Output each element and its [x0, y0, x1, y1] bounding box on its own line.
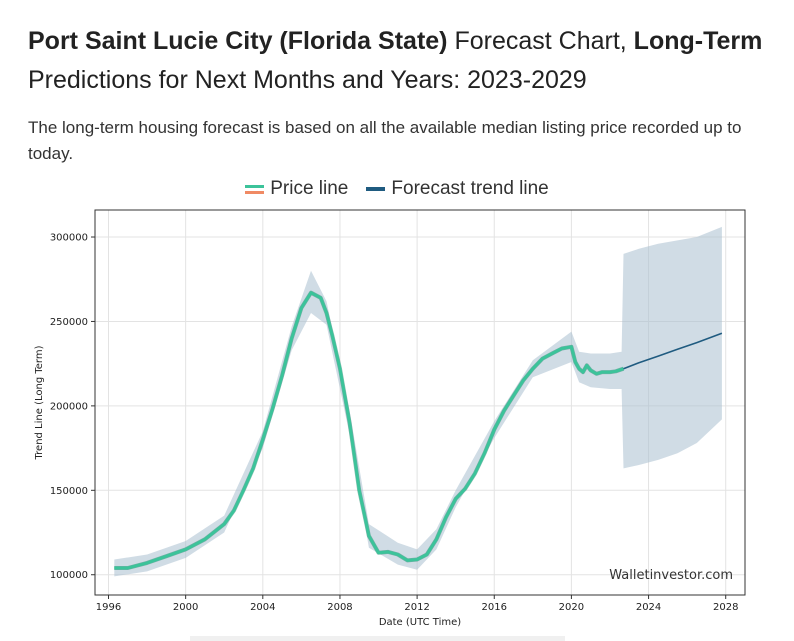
x-axis-label: Date (UTC Time) [379, 617, 461, 628]
y-tick-label-300000: 300000 [50, 233, 88, 244]
x-tick-label-2000: 2000 [173, 602, 198, 613]
title-text-1: Forecast Chart, [447, 27, 634, 55]
x-tick-label-2008: 2008 [327, 602, 352, 613]
title-city: Port Saint Lucie City (Florida State) [28, 27, 448, 55]
title-long-term: Long-Term [633, 27, 763, 55]
x-tick-label-1996: 1996 [96, 602, 121, 613]
price-line-shadow [114, 290, 625, 570]
title-text-2: Predictions for Next Months and Years: 2… [28, 66, 587, 94]
x-tick-label-2024: 2024 [636, 602, 661, 613]
price-line [114, 291, 624, 570]
chart-legend: Price line Forecast trend line [0, 176, 794, 202]
price-swatch-bottom [245, 190, 265, 194]
scroll-hint-bar [190, 636, 565, 641]
y-tick-label-200000: 200000 [50, 401, 88, 412]
y-tick-label-250000: 250000 [50, 317, 88, 328]
plot-frame [94, 209, 746, 596]
price-swatch-top [245, 184, 265, 188]
forecast-trend-line [623, 332, 723, 370]
y-tick-label-100000: 100000 [50, 570, 88, 581]
legend-price-label: Price line [270, 178, 349, 199]
price-line-swatch [245, 184, 265, 194]
x-tick-label-2016: 2016 [482, 602, 507, 613]
x-tick-label-2004: 2004 [250, 602, 275, 613]
x-tick-label-2028: 2028 [713, 602, 738, 613]
page-title: Port Saint Lucie City (Florida State) Fo… [28, 22, 768, 100]
forecast-chart: 1996 2000 2004 2008 2012 2016 2020 2024 2028 1000… [34, 209, 746, 628]
y-axis-label: Trend Line (Long Term) [34, 345, 45, 460]
y-tick-label-150000: 150000 [50, 486, 88, 497]
legend-item-forecast[interactable]: Forecast trend line [366, 176, 549, 202]
legend-item-price[interactable]: Price line [245, 176, 348, 202]
legend-forecast-label: Forecast trend line [391, 178, 549, 199]
x-tick-label-2012: 2012 [404, 602, 429, 613]
x-tick-label-2020: 2020 [559, 602, 584, 613]
page-subtitle: The long-term housing forecast is based … [28, 118, 742, 163]
watermark-text: Walletinvestor.com [609, 568, 733, 583]
forecast-line-swatch [366, 187, 386, 191]
confidence-band [114, 226, 722, 577]
